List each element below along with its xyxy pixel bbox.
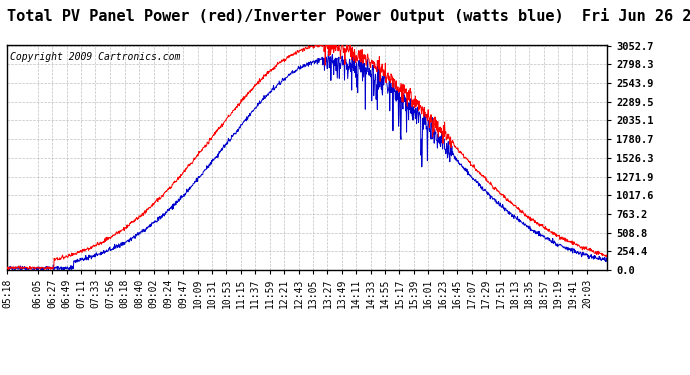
- Text: Copyright 2009 Cartronics.com: Copyright 2009 Cartronics.com: [10, 52, 180, 62]
- Text: Total PV Panel Power (red)/Inverter Power Output (watts blue)  Fri Jun 26 20:34: Total PV Panel Power (red)/Inverter Powe…: [7, 8, 690, 24]
